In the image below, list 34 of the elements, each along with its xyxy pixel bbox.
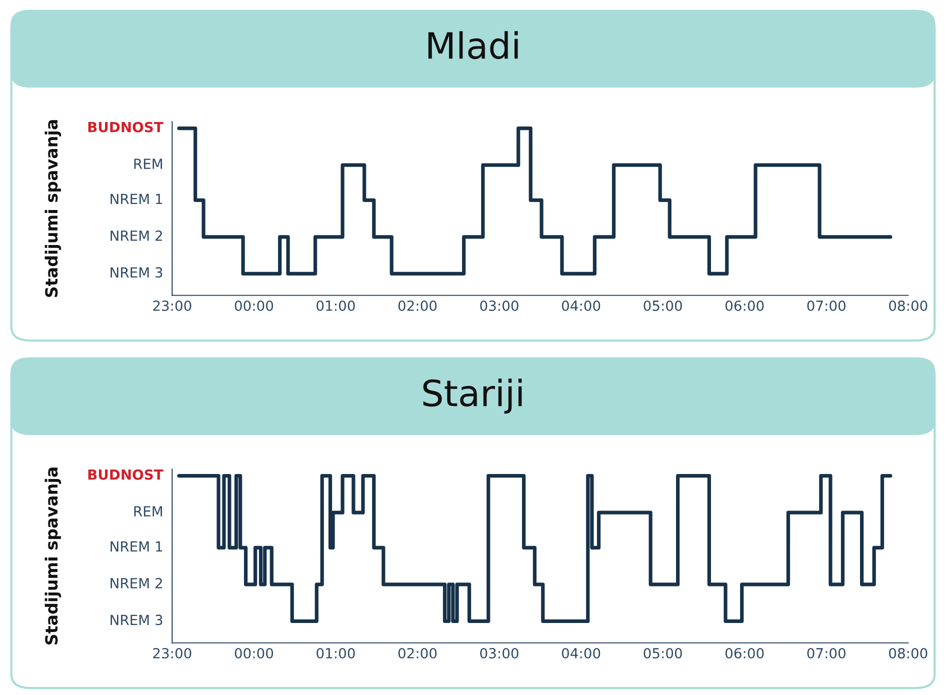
x-tick-label: 02:00 [398, 300, 437, 311]
text: NREM 1 [110, 194, 162, 204]
x-tick-label: 05:00 [644, 648, 682, 658]
y-axis-title: Stadijumi spavanja [44, 120, 62, 297]
x-tick-label: 08:00 [889, 648, 928, 658]
text: NREM 2 [110, 230, 162, 241]
x-tick-label: 00:00 [234, 300, 274, 311]
x-tick-label: 06:00 [726, 648, 764, 658]
x-tick-label: 03:00 [480, 300, 518, 311]
x-tick-label: 23:00 [153, 300, 192, 311]
x-tick-label: 07:00 [807, 648, 846, 658]
chart-title: Mladi [428, 31, 518, 60]
y-axis-title: Stadijumi spavanja [44, 468, 62, 644]
x-tick-label: 06:00 [726, 300, 764, 311]
text: NREM 1 [110, 541, 162, 552]
x-tick-label: 23:00 [153, 648, 192, 658]
text: BUDNOST [88, 469, 164, 480]
x-tick-label: 08:00 [889, 300, 928, 311]
x-tick-label: 07:00 [807, 300, 846, 311]
x-tick-label: 03:00 [480, 648, 518, 658]
x-tick-label: 05:00 [644, 300, 682, 311]
x-tick-label: 01:00 [316, 300, 355, 311]
chart-title: Stariji [423, 378, 522, 414]
x-tick-label: 01:00 [316, 648, 355, 658]
x-tick-label: 00:00 [234, 648, 274, 658]
text: REM [134, 158, 162, 169]
text: BUDNOST [88, 122, 164, 132]
x-tick-label: 02:00 [398, 648, 437, 658]
text: NREM 3 [110, 267, 162, 278]
x-tick-label: 04:00 [562, 648, 600, 658]
text: NREM 3 [110, 614, 162, 626]
x-tick-label: 04:00 [562, 300, 600, 311]
text: REM [134, 506, 162, 516]
text: NREM 2 [110, 578, 162, 588]
